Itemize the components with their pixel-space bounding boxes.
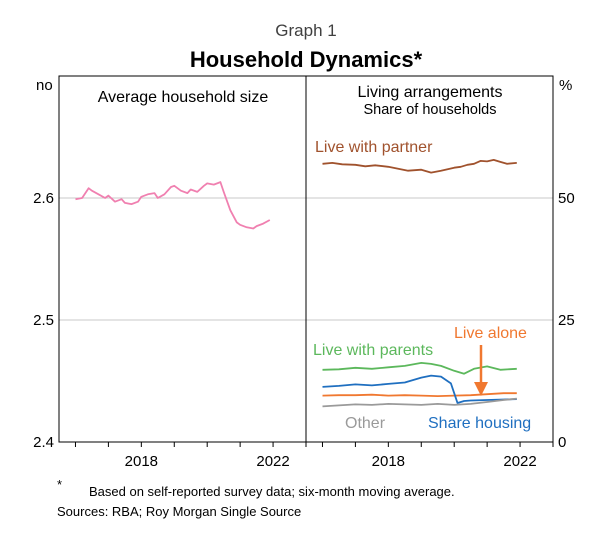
series-line-live-with-partner: [322, 158, 517, 174]
y-tick-label: 2.4: [33, 434, 54, 451]
right-axis-unit: %: [559, 77, 572, 94]
label-live-with-partner: Live with partner: [315, 139, 433, 156]
y-tick-label: 50: [558, 190, 575, 207]
series-line-share-housing: [322, 374, 517, 404]
footnote-marker: *: [57, 477, 62, 492]
left-axis-unit: no: [36, 77, 53, 94]
label-live-alone: Live alone: [454, 325, 527, 342]
y-tick-label: 25: [558, 312, 575, 329]
series-line-live-with-parents: [322, 361, 517, 375]
axes: 2.6 2.5 2.4 2018 2022 50 25 0 2018 2022: [33, 190, 575, 470]
x-tick-label: 2022: [256, 453, 289, 470]
footnote-sources: Sources: RBA; Roy Morgan Single Source: [57, 504, 301, 519]
series-lines: [75, 158, 517, 408]
y-tick-label: 2.6: [33, 190, 54, 207]
footnote-note: Based on self-reported survey data; six-…: [89, 484, 455, 499]
series-line-live-alone: [322, 392, 517, 398]
label-other: Other: [345, 415, 386, 432]
graph-label: Graph 1: [275, 21, 336, 40]
left-panel-title: Average household size: [98, 89, 269, 106]
label-live-with-parents: Live with parents: [313, 342, 433, 359]
y-tick-label: 2.5: [33, 312, 54, 329]
series-line-other: [322, 397, 517, 408]
series-line-household-size: [75, 181, 271, 230]
x-tick-label: 2022: [503, 453, 536, 470]
x-tick-label: 2018: [372, 453, 405, 470]
live-alone-arrow: [474, 345, 488, 396]
label-share-housing: Share housing: [428, 415, 531, 432]
y-tick-label: 0: [558, 434, 566, 451]
chart-title: Household Dynamics*: [190, 47, 423, 72]
gridlines: [59, 197, 553, 321]
right-panel-title: Living arrangements: [358, 84, 503, 101]
x-tick-label: 2018: [125, 453, 158, 470]
right-panel-subtitle: Share of households: [363, 102, 496, 118]
